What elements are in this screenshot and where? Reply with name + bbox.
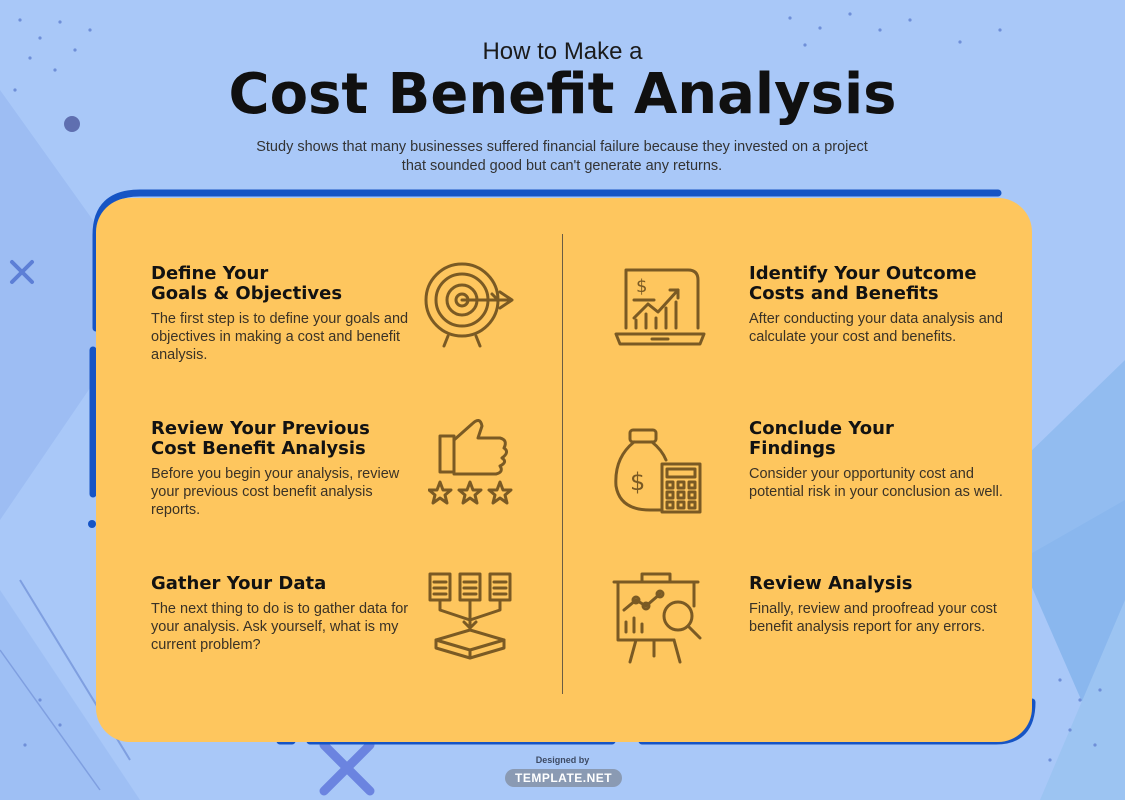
step-define-goals: Define Your Goals & Objectives The first … bbox=[151, 264, 411, 364]
step-title: Conclude Your Findings bbox=[749, 418, 894, 459]
presentation-magnifier-icon bbox=[608, 570, 704, 666]
column-divider bbox=[562, 234, 563, 694]
step-description: After conducting your data analysis and … bbox=[749, 311, 1003, 345]
step-identify-outcome: Identify Your Outcome Costs and Benefits … bbox=[749, 264, 1009, 346]
step-description: Consider your opportunity cost and poten… bbox=[749, 466, 1003, 500]
step-description: The first step is to define your goals a… bbox=[151, 311, 409, 363]
thumbs-up-rating-icon bbox=[427, 412, 524, 508]
step-description: Finally, review and proofread your cost … bbox=[749, 601, 997, 635]
steps-card bbox=[96, 198, 1032, 742]
step-title: Review Your Previous Cost Benefit Analysi… bbox=[151, 418, 370, 459]
step-title: Define Your Goals & Objectives bbox=[151, 263, 343, 304]
step-review-analysis: Review Analysis Finally, review and proo… bbox=[749, 574, 1009, 636]
data-gathering-icon bbox=[424, 570, 520, 666]
laptop-chart-icon: $ bbox=[612, 258, 708, 354]
svg-text:$: $ bbox=[630, 468, 645, 496]
step-conclude-findings: Conclude Your Findings Consider your oppo… bbox=[749, 419, 1009, 501]
step-gather-data: Gather Your Data The next thing to do is… bbox=[151, 574, 411, 654]
step-title: Review Analysis bbox=[749, 573, 913, 594]
money-bag-calculator-icon: $ bbox=[610, 424, 706, 520]
step-description: Before you begin your analysis, review y… bbox=[151, 466, 400, 518]
target-icon bbox=[422, 258, 518, 354]
subtitle: Study shows that many businesses suffere… bbox=[256, 139, 868, 174]
svg-text:$: $ bbox=[636, 276, 647, 297]
credit: Designed by TEMPLATE.NET bbox=[505, 755, 623, 787]
designed-by-label: Designed by bbox=[535, 755, 590, 765]
step-description: The next thing to do is to gather data f… bbox=[151, 601, 409, 653]
page-title: Cost Benefit Analysis bbox=[228, 62, 897, 127]
step-title: Gather Your Data bbox=[151, 573, 327, 594]
pre-title: How to Make a bbox=[482, 38, 643, 65]
step-title: Identify Your Outcome Costs and Benefits bbox=[749, 263, 977, 304]
template-net-logo[interactable]: TEMPLATE.NET bbox=[505, 769, 623, 787]
step-review-previous: Review Your Previous Cost Benefit Analysi… bbox=[151, 419, 411, 519]
